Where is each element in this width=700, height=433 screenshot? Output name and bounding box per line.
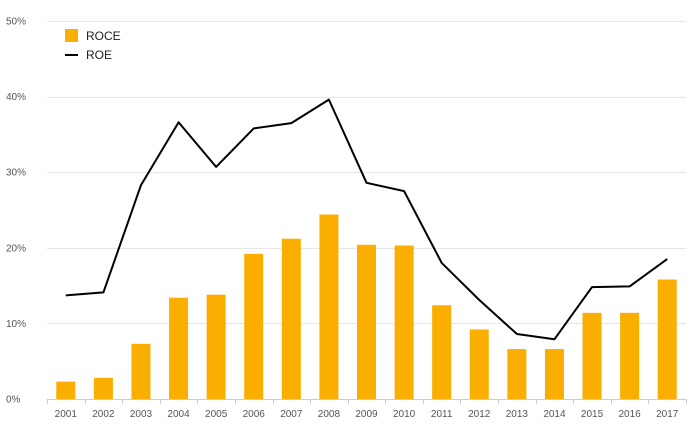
roce-bar xyxy=(93,377,113,399)
x-tick-label: 2016 xyxy=(618,409,641,420)
roce-bar xyxy=(620,312,640,399)
gridlines xyxy=(47,21,686,324)
roe-line xyxy=(65,98,668,341)
y-tick-label: 40% xyxy=(6,92,26,103)
legend-label-roce: ROCE xyxy=(86,29,121,43)
x-tick-label: 2001 xyxy=(55,409,78,420)
roce-bars xyxy=(56,214,677,399)
y-tick-label: 50% xyxy=(6,17,26,28)
x-tick-label: 2010 xyxy=(393,409,416,420)
legend-swatch-roce xyxy=(65,29,78,42)
roce-bar xyxy=(582,312,602,399)
x-tick-label: 2007 xyxy=(280,409,303,420)
y-tick-label: 10% xyxy=(6,319,26,330)
x-tick-label: 2009 xyxy=(355,409,378,420)
axes: 0% 10% 20% 30% 40% 50% 2001 2002 2003 2004 2005 200… xyxy=(6,17,687,420)
roce-bar xyxy=(469,329,489,399)
roce-bar xyxy=(319,214,339,399)
roce-bar xyxy=(169,297,189,399)
roce-bar xyxy=(244,253,264,399)
legend-label-roe: ROE xyxy=(86,48,112,62)
roe-line-layer xyxy=(65,98,668,341)
x-tick-label: 2013 xyxy=(506,409,529,420)
roce-bar xyxy=(394,245,414,399)
y-tick-label: 20% xyxy=(6,243,26,254)
x-tick-label: 2014 xyxy=(543,409,566,420)
roce-bar xyxy=(131,343,151,399)
x-tick-label: 2005 xyxy=(205,409,228,420)
x-tick-label: 2003 xyxy=(130,409,153,420)
y-tick-label: 0% xyxy=(6,395,21,406)
x-tick-label: 2004 xyxy=(167,409,190,420)
x-tick-label: 2011 xyxy=(431,409,453,420)
x-tick-label: 2017 xyxy=(656,409,679,420)
roce-bar xyxy=(357,244,376,399)
roce-bar xyxy=(657,279,677,399)
roce-bar xyxy=(544,349,564,399)
roce-bar xyxy=(432,305,452,399)
x-tick-label: 2012 xyxy=(468,409,491,420)
y-tick-label: 30% xyxy=(6,168,26,179)
legend: ROCE ROE xyxy=(65,29,121,62)
x-tick-label: 2015 xyxy=(581,409,604,420)
x-tick-label: 2006 xyxy=(243,409,266,420)
x-tick-label: 2008 xyxy=(318,409,341,420)
x-tick-label: 2002 xyxy=(92,409,115,420)
roce-bar xyxy=(507,349,527,399)
roce-bar xyxy=(281,238,301,399)
roce-bar xyxy=(206,294,226,399)
roce-bar xyxy=(56,381,76,399)
